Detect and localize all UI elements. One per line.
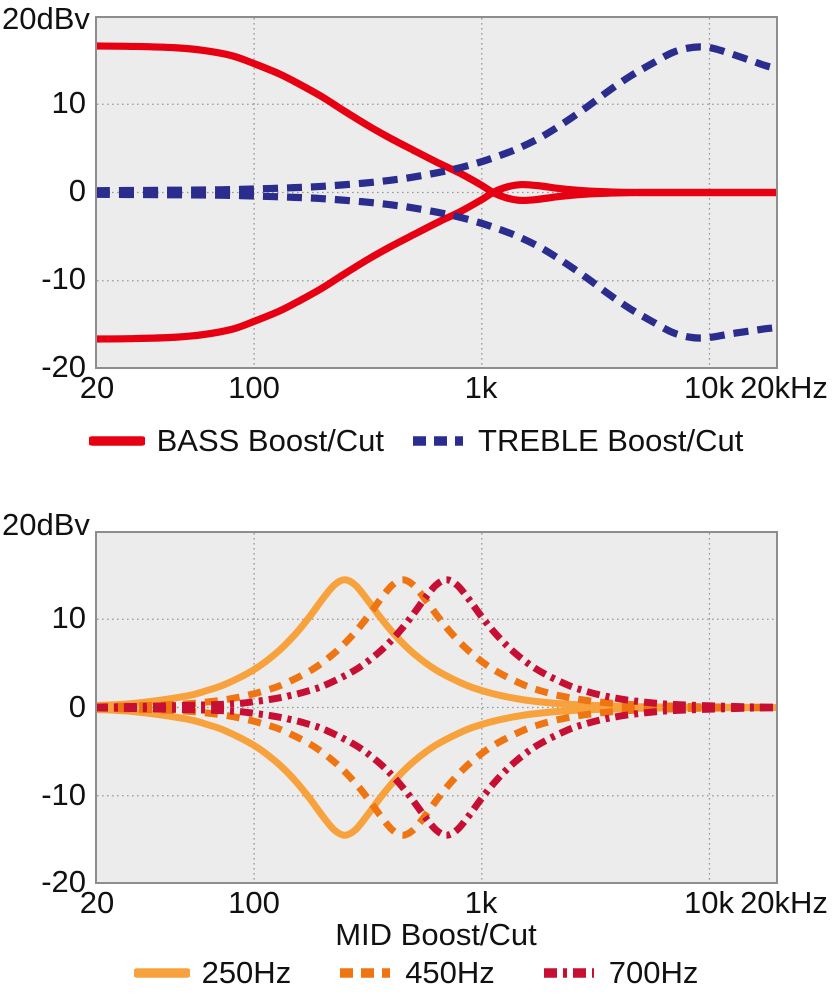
- mid-250hz-line-swatch-icon: [133, 968, 190, 978]
- mid-450hz-line-swatch-icon: [340, 968, 391, 978]
- mid-700hz-line-swatch-icon: [543, 968, 594, 978]
- chart2-y-tick-neg20: -20: [41, 864, 86, 899]
- chart2-y-axis-unit-label: 20dBv: [2, 507, 90, 542]
- chart1-y-axis-unit-label: 20dBv: [2, 1, 90, 36]
- chart1-y-tick-0: 0: [68, 173, 86, 208]
- legend-label-treble: TREBLE Boost/Cut: [478, 423, 744, 458]
- chart1-legend: BASS Boost/Cut TREBLE Boost/Cut: [0, 423, 832, 459]
- chart2-x-tick-1k: 1k: [464, 885, 498, 920]
- chart2-plot-area: [95, 531, 778, 884]
- chart2-y-tick-10: 10: [51, 600, 86, 635]
- legend-item-450hz: 450Hz: [337, 955, 495, 991]
- legend-item-treble: TREBLE Boost/Cut: [410, 423, 743, 459]
- chart1-x-tick-20: 20: [79, 370, 115, 405]
- chart1-x-tick-20khz: 20kHz: [740, 370, 828, 405]
- legend-item-700hz: 700Hz: [541, 955, 699, 991]
- legend-label-250hz: 250Hz: [201, 955, 292, 990]
- chart2-legend: 250Hz 450Hz 700Hz: [0, 955, 832, 991]
- legend-label-bass: BASS Boost/Cut: [156, 423, 385, 458]
- chart1-x-tick-100: 100: [228, 370, 280, 405]
- legend-item-bass: BASS Boost/Cut: [88, 423, 385, 459]
- chart1-x-tick-1k: 1k: [464, 370, 498, 405]
- chart1-y-tick-neg20: -20: [41, 349, 86, 384]
- chart2-x-tick-10k: 10k: [684, 885, 734, 920]
- treble-line-swatch-icon: [413, 436, 464, 446]
- chart2-y-tick-0: 0: [68, 689, 86, 724]
- chart2-x-tick-20khz: 20kHz: [740, 885, 828, 920]
- chart1-x-tick-10k: 10k: [684, 370, 734, 405]
- chart2-x-axis-title: MID Boost/Cut: [335, 917, 537, 952]
- chart1-y-tick-10: 10: [51, 85, 86, 120]
- chart1-y-tick-neg10: -10: [41, 261, 86, 296]
- chart2-x-tick-100: 100: [228, 885, 280, 920]
- legend-item-250hz: 250Hz: [133, 955, 292, 991]
- chart2-y-tick-neg10: -10: [41, 777, 86, 812]
- chart1-plot-area: [95, 16, 778, 369]
- bass-line-swatch-icon: [88, 436, 145, 446]
- chart2-x-tick-20: 20: [79, 885, 115, 920]
- legend-label-700hz: 700Hz: [608, 955, 699, 990]
- legend-label-450hz: 450Hz: [405, 955, 495, 990]
